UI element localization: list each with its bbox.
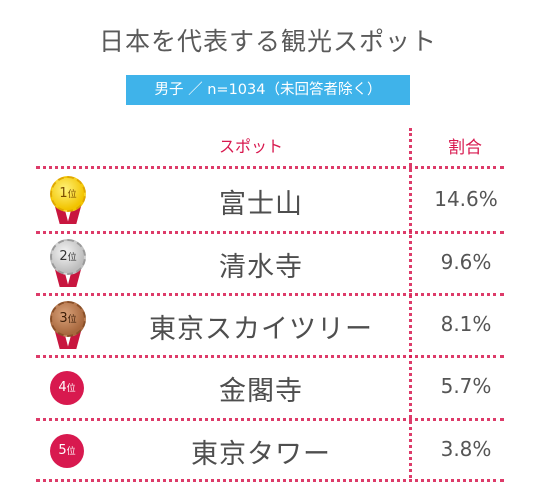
spot-name: 清水寺 — [219, 252, 303, 283]
row-divider — [36, 166, 504, 169]
rank-number: 3 — [59, 311, 68, 326]
rank-suffix: 位 — [66, 447, 76, 457]
rank-suffix: 位 — [67, 315, 77, 325]
rank-number: 2 — [59, 249, 68, 264]
silver-medal-icon: 2位 — [48, 239, 88, 289]
ranking-row: 5位 東京タワー 3.8% — [36, 420, 504, 482]
row-divider — [36, 479, 504, 482]
spot-name: 金閣寺 — [219, 376, 303, 407]
rank-suffix: 位 — [66, 384, 76, 394]
spot-name: 東京タワー — [191, 439, 331, 470]
sample-info-banner: 男子 ／ n=1034（未回答者除く） — [126, 75, 410, 105]
spot-name: 東京スカイツリー — [149, 314, 373, 345]
rank-number: 4 — [58, 380, 67, 395]
spot-percent: 5.7% — [440, 374, 492, 398]
ranking-row: 1位 富士山 14.6% — [36, 170, 504, 232]
column-header-spot: スポット — [218, 137, 283, 156]
row-divider — [36, 231, 504, 234]
ranking-row: 2位 清水寺 9.6% — [36, 233, 504, 295]
ranking-row: 3位 東京スカイツリー 8.1% — [36, 295, 504, 357]
rank-badge-icon: 5位 — [50, 434, 84, 468]
rank-number: 5 — [58, 443, 67, 458]
gold-medal-icon: 1位 — [48, 176, 88, 226]
rank-suffix: 位 — [67, 253, 77, 263]
spot-percent: 9.6% — [440, 250, 492, 274]
ranking-row: 4位 金閣寺 5.7% — [36, 357, 504, 419]
row-divider — [36, 293, 504, 296]
column-divider — [409, 128, 412, 478]
rank-badge-icon: 4位 — [50, 371, 84, 405]
rank-suffix: 位 — [67, 190, 77, 200]
spot-percent: 8.1% — [440, 312, 492, 336]
spot-percent: 3.8% — [440, 437, 492, 461]
spot-percent: 14.6% — [434, 187, 498, 211]
page-title: 日本を代表する観光スポット — [98, 27, 437, 56]
bronze-medal-icon: 3位 — [48, 301, 88, 351]
row-divider — [36, 418, 504, 421]
column-header-ratio: 割合 — [448, 138, 482, 158]
rank-number: 1 — [59, 186, 68, 201]
row-divider — [36, 355, 504, 358]
spot-name: 富士山 — [219, 189, 303, 220]
